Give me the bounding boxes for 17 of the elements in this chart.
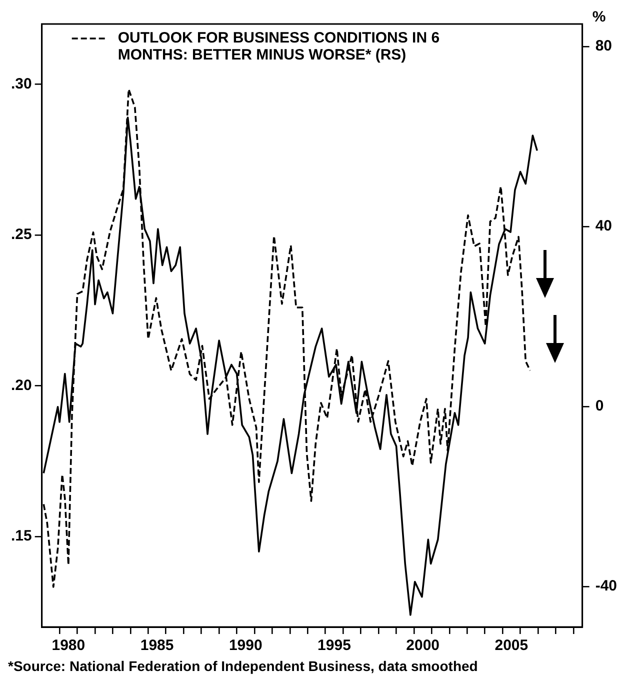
y-tick-label: .30: [10, 75, 32, 92]
x-tick-label: 2000: [406, 637, 440, 654]
x-tick-label: 1980: [52, 637, 86, 654]
legend-label: OUTLOOK FOR BUSINESS CONDITIONS IN 6 MONTHS: BETTER MINUS WORSE* (RS): [118, 30, 440, 64]
x-tick-label: 1985: [140, 637, 174, 654]
y2-tick-label: 0: [595, 398, 604, 415]
y-tick-label: .15: [10, 528, 32, 545]
x-tick-label: 2005: [494, 637, 528, 654]
y-tick-label: .20: [10, 376, 32, 394]
y2-tick-label: 40: [595, 218, 612, 235]
text: *Source: National Federation of Independent Business, data smoothed: [8, 658, 479, 674]
y2-tick-label: -40: [595, 578, 618, 595]
x-tick-label: 1995: [318, 637, 351, 654]
y-tick-label: .25: [10, 226, 32, 244]
x-tick-label: 1990: [228, 637, 262, 654]
y2-axis-title: %: [592, 8, 606, 26]
y2-tick-label: 80: [595, 38, 612, 55]
